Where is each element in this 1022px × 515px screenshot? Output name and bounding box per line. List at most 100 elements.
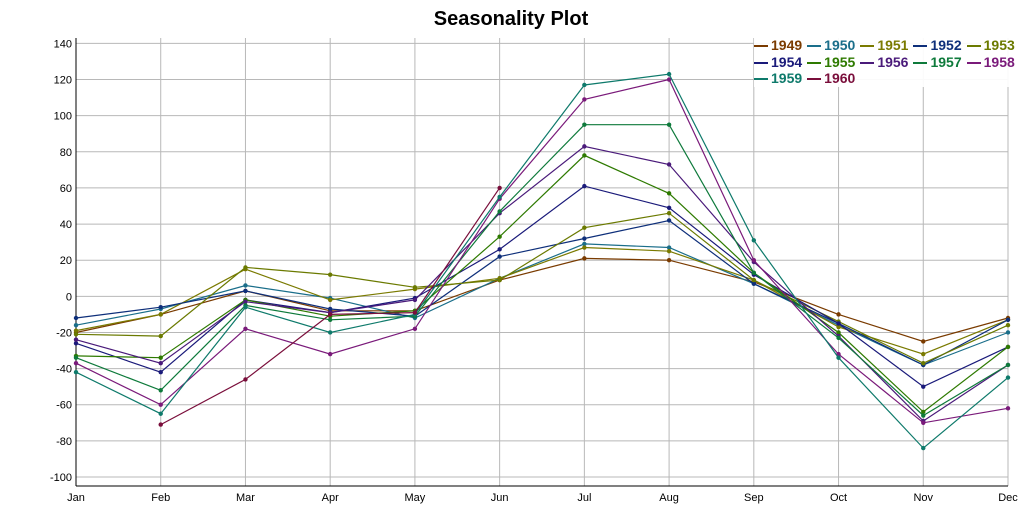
- legend-label: 1959: [771, 70, 803, 86]
- y-tick-label: -80: [56, 436, 72, 448]
- data-point: [666, 71, 672, 77]
- x-tick-label: Sep: [744, 492, 764, 504]
- data-point: [243, 299, 248, 304]
- grid-layer: [75, 38, 1009, 486]
- legend-item-1951: 1951: [860, 37, 908, 54]
- legend: 1949 1950 1951 1952 1953 1954 1955 1956 1957 1958…: [754, 37, 1020, 87]
- legend-item-1958: 1958: [966, 54, 1015, 71]
- data-point: [921, 351, 926, 357]
- data-point: [921, 339, 926, 344]
- data-point: [497, 209, 502, 214]
- legend-swatch: [966, 45, 981, 48]
- data-point: [73, 360, 79, 366]
- data-point: [327, 312, 333, 317]
- legend-label: 1957: [930, 53, 962, 70]
- data-point: [73, 332, 79, 337]
- legend-item-1953: 1953: [966, 37, 1015, 54]
- data-point: [666, 77, 672, 82]
- data-point: [327, 272, 333, 277]
- data-point: [158, 388, 163, 393]
- data-point: [582, 225, 587, 230]
- data-point: [158, 333, 163, 339]
- legend-label: 1954: [771, 53, 803, 70]
- series-layer: [73, 71, 1011, 451]
- data-point: [497, 185, 502, 191]
- x-tick-label: Jul: [577, 492, 591, 504]
- data-point: [582, 241, 587, 247]
- legend-item-1959: 1959: [754, 70, 802, 87]
- data-point: [921, 420, 926, 425]
- data-point: [666, 245, 672, 250]
- axis-layer: [75, 38, 1008, 487]
- data-point: [1005, 406, 1011, 411]
- series-line: [75, 154, 1009, 413]
- data-point: [921, 384, 926, 389]
- data-point: [327, 351, 333, 357]
- data-point: [412, 326, 418, 332]
- legend-item-1960: 1960: [807, 70, 855, 87]
- data-point: [751, 257, 757, 263]
- data-point: [1005, 330, 1011, 335]
- data-point: [158, 422, 163, 427]
- data-point: [73, 315, 79, 321]
- y-tick-label: 40: [60, 219, 72, 231]
- y-tick-label: -20: [56, 327, 72, 339]
- legend-swatch: [913, 61, 928, 64]
- series-1959: [73, 71, 1011, 451]
- legend-item-1950: 1950: [807, 37, 855, 54]
- data-point: [921, 360, 926, 366]
- data-point: [582, 245, 587, 250]
- data-point: [751, 281, 757, 286]
- legend-item-1949: 1949: [754, 37, 802, 54]
- data-point: [666, 257, 672, 263]
- x-tick-label: Nov: [913, 492, 933, 504]
- y-tick-label: -40: [56, 364, 72, 376]
- series-line: [75, 257, 1009, 343]
- series-1956: [73, 144, 1011, 424]
- legend-swatch: [860, 45, 875, 48]
- data-point: [158, 411, 163, 416]
- data-point: [921, 409, 926, 415]
- legend-swatch: [807, 61, 822, 64]
- legend-label: 1949: [771, 37, 803, 53]
- x-tick-label: Jan: [67, 492, 85, 504]
- data-point: [666, 205, 672, 211]
- data-point: [327, 330, 333, 335]
- series-1960: [158, 185, 502, 427]
- data-point: [666, 248, 672, 254]
- x-tick-label: Apr: [322, 492, 339, 504]
- data-point: [158, 360, 163, 366]
- data-point: [73, 369, 79, 375]
- data-point: [327, 306, 333, 312]
- legend-item-1955: 1955: [807, 54, 855, 71]
- series-line: [75, 243, 1009, 366]
- data-point: [666, 218, 672, 223]
- data-point: [751, 270, 757, 276]
- legend-swatch: [754, 45, 768, 48]
- data-point: [73, 337, 79, 342]
- data-point: [158, 402, 163, 407]
- legend-item-1956: 1956: [860, 54, 908, 71]
- legend-label: 1955: [824, 53, 856, 70]
- data-point: [836, 355, 841, 360]
- data-point: [327, 317, 333, 323]
- x-tick-label: Jun: [491, 492, 509, 504]
- data-point: [836, 335, 841, 341]
- x-tick-label: Feb: [151, 492, 170, 504]
- data-point: [582, 256, 587, 261]
- series-1949: [73, 256, 1011, 344]
- data-point: [836, 321, 841, 326]
- data-point: [1005, 344, 1011, 350]
- y-tick-label: 20: [60, 255, 72, 267]
- legend-swatch: [754, 78, 768, 81]
- series-1957: [73, 122, 1011, 418]
- data-point: [666, 122, 672, 127]
- data-point: [327, 297, 333, 303]
- series-line: [75, 246, 1009, 355]
- data-point: [582, 97, 587, 102]
- data-point: [666, 162, 672, 167]
- data-point: [243, 304, 248, 310]
- data-point: [243, 283, 248, 288]
- data-point: [921, 445, 926, 451]
